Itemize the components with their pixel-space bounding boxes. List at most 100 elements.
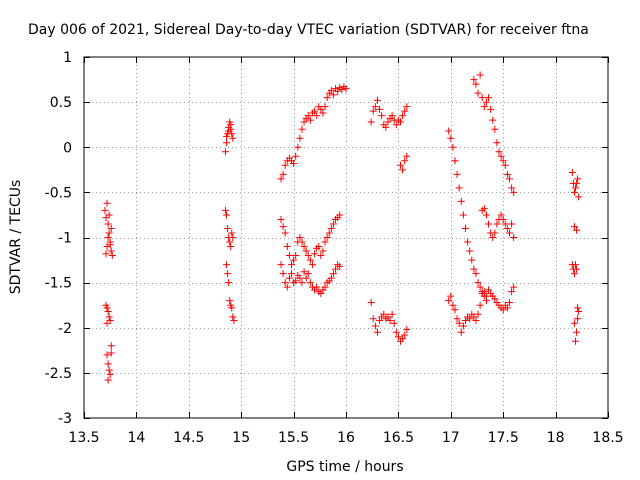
data-point xyxy=(227,243,235,251)
data-point xyxy=(499,306,507,314)
data-point xyxy=(489,234,497,241)
x-tick-label: 15.5 xyxy=(278,430,309,446)
data-point xyxy=(292,252,300,260)
data-point xyxy=(288,261,296,269)
series-group xyxy=(367,96,411,131)
data-point xyxy=(574,175,582,183)
data-point xyxy=(367,298,375,306)
data-point xyxy=(459,322,467,330)
data-point xyxy=(325,229,333,237)
data-point xyxy=(510,234,518,241)
data-point xyxy=(482,292,490,300)
data-point xyxy=(470,76,478,84)
data-point xyxy=(572,261,580,269)
data-point xyxy=(319,109,327,117)
data-point xyxy=(107,342,115,350)
y-tick-label: -3 xyxy=(58,411,72,427)
y-tick-label: -0.5 xyxy=(45,185,72,201)
data-point xyxy=(501,161,509,169)
data-point xyxy=(304,252,312,260)
series-group xyxy=(221,118,237,156)
data-point xyxy=(104,360,112,368)
data-point xyxy=(392,328,400,336)
data-point xyxy=(300,243,308,251)
data-point xyxy=(499,157,507,165)
data-point xyxy=(401,107,409,115)
data-point xyxy=(103,199,111,207)
data-point xyxy=(227,121,235,129)
data-point xyxy=(311,250,319,258)
data-point xyxy=(329,220,337,228)
data-point xyxy=(336,211,344,219)
series-group xyxy=(221,206,238,325)
data-point xyxy=(332,265,340,273)
data-point xyxy=(228,229,236,237)
data-point xyxy=(499,215,507,223)
data-point xyxy=(472,317,480,325)
data-point xyxy=(399,335,407,343)
series-group xyxy=(277,261,344,297)
x-tick-label: 17 xyxy=(442,430,460,446)
data-point xyxy=(321,238,329,246)
data-point xyxy=(277,175,285,183)
data-point xyxy=(317,105,325,113)
data-point xyxy=(279,270,287,278)
data-point xyxy=(472,270,480,278)
x-tick-label: 14.5 xyxy=(173,430,204,446)
data-point xyxy=(304,112,312,120)
data-point xyxy=(472,80,480,88)
data-point xyxy=(386,317,394,325)
y-tick-label: -2.5 xyxy=(45,366,72,382)
data-point xyxy=(290,256,298,264)
data-point xyxy=(300,268,308,276)
x-tick-label: 18 xyxy=(547,430,565,446)
data-point xyxy=(329,91,337,99)
series-group xyxy=(277,83,350,183)
x-tick-label: 16.5 xyxy=(383,430,414,446)
data-point xyxy=(315,243,323,251)
data-point xyxy=(573,226,581,234)
x-tick-label: 15 xyxy=(232,430,250,446)
data-point xyxy=(505,175,513,183)
data-point xyxy=(323,234,331,241)
data-point xyxy=(290,159,298,167)
data-point xyxy=(474,310,482,318)
data-point xyxy=(476,301,484,309)
data-point xyxy=(281,161,289,169)
data-point xyxy=(485,220,493,228)
data-point xyxy=(321,283,329,291)
y-tick-label: 0 xyxy=(63,140,72,156)
data-point xyxy=(568,169,576,177)
data-point xyxy=(396,161,404,169)
data-point xyxy=(451,306,459,314)
data-point xyxy=(292,152,300,160)
data-point xyxy=(296,274,304,282)
data-point xyxy=(489,116,497,124)
data-point xyxy=(223,211,231,219)
data-point xyxy=(493,139,501,147)
data-point xyxy=(105,211,113,219)
data-point xyxy=(503,224,511,232)
data-point xyxy=(277,261,285,269)
data-point xyxy=(103,304,111,312)
data-point xyxy=(508,184,516,192)
data-point xyxy=(224,224,232,232)
data-point xyxy=(313,283,321,291)
data-point xyxy=(292,277,300,285)
data-point xyxy=(445,127,453,135)
series-group xyxy=(568,261,583,345)
data-point xyxy=(461,317,469,325)
data-point xyxy=(342,85,350,93)
data-point xyxy=(319,247,327,255)
series-group xyxy=(445,283,518,336)
data-point xyxy=(474,279,482,287)
data-point xyxy=(503,304,511,312)
data-point xyxy=(470,265,478,273)
data-point xyxy=(283,243,291,251)
data-point xyxy=(229,134,237,142)
series-group xyxy=(568,169,583,234)
data-point xyxy=(570,270,578,278)
data-point xyxy=(306,279,314,287)
data-point xyxy=(107,224,115,232)
data-point xyxy=(296,134,304,142)
